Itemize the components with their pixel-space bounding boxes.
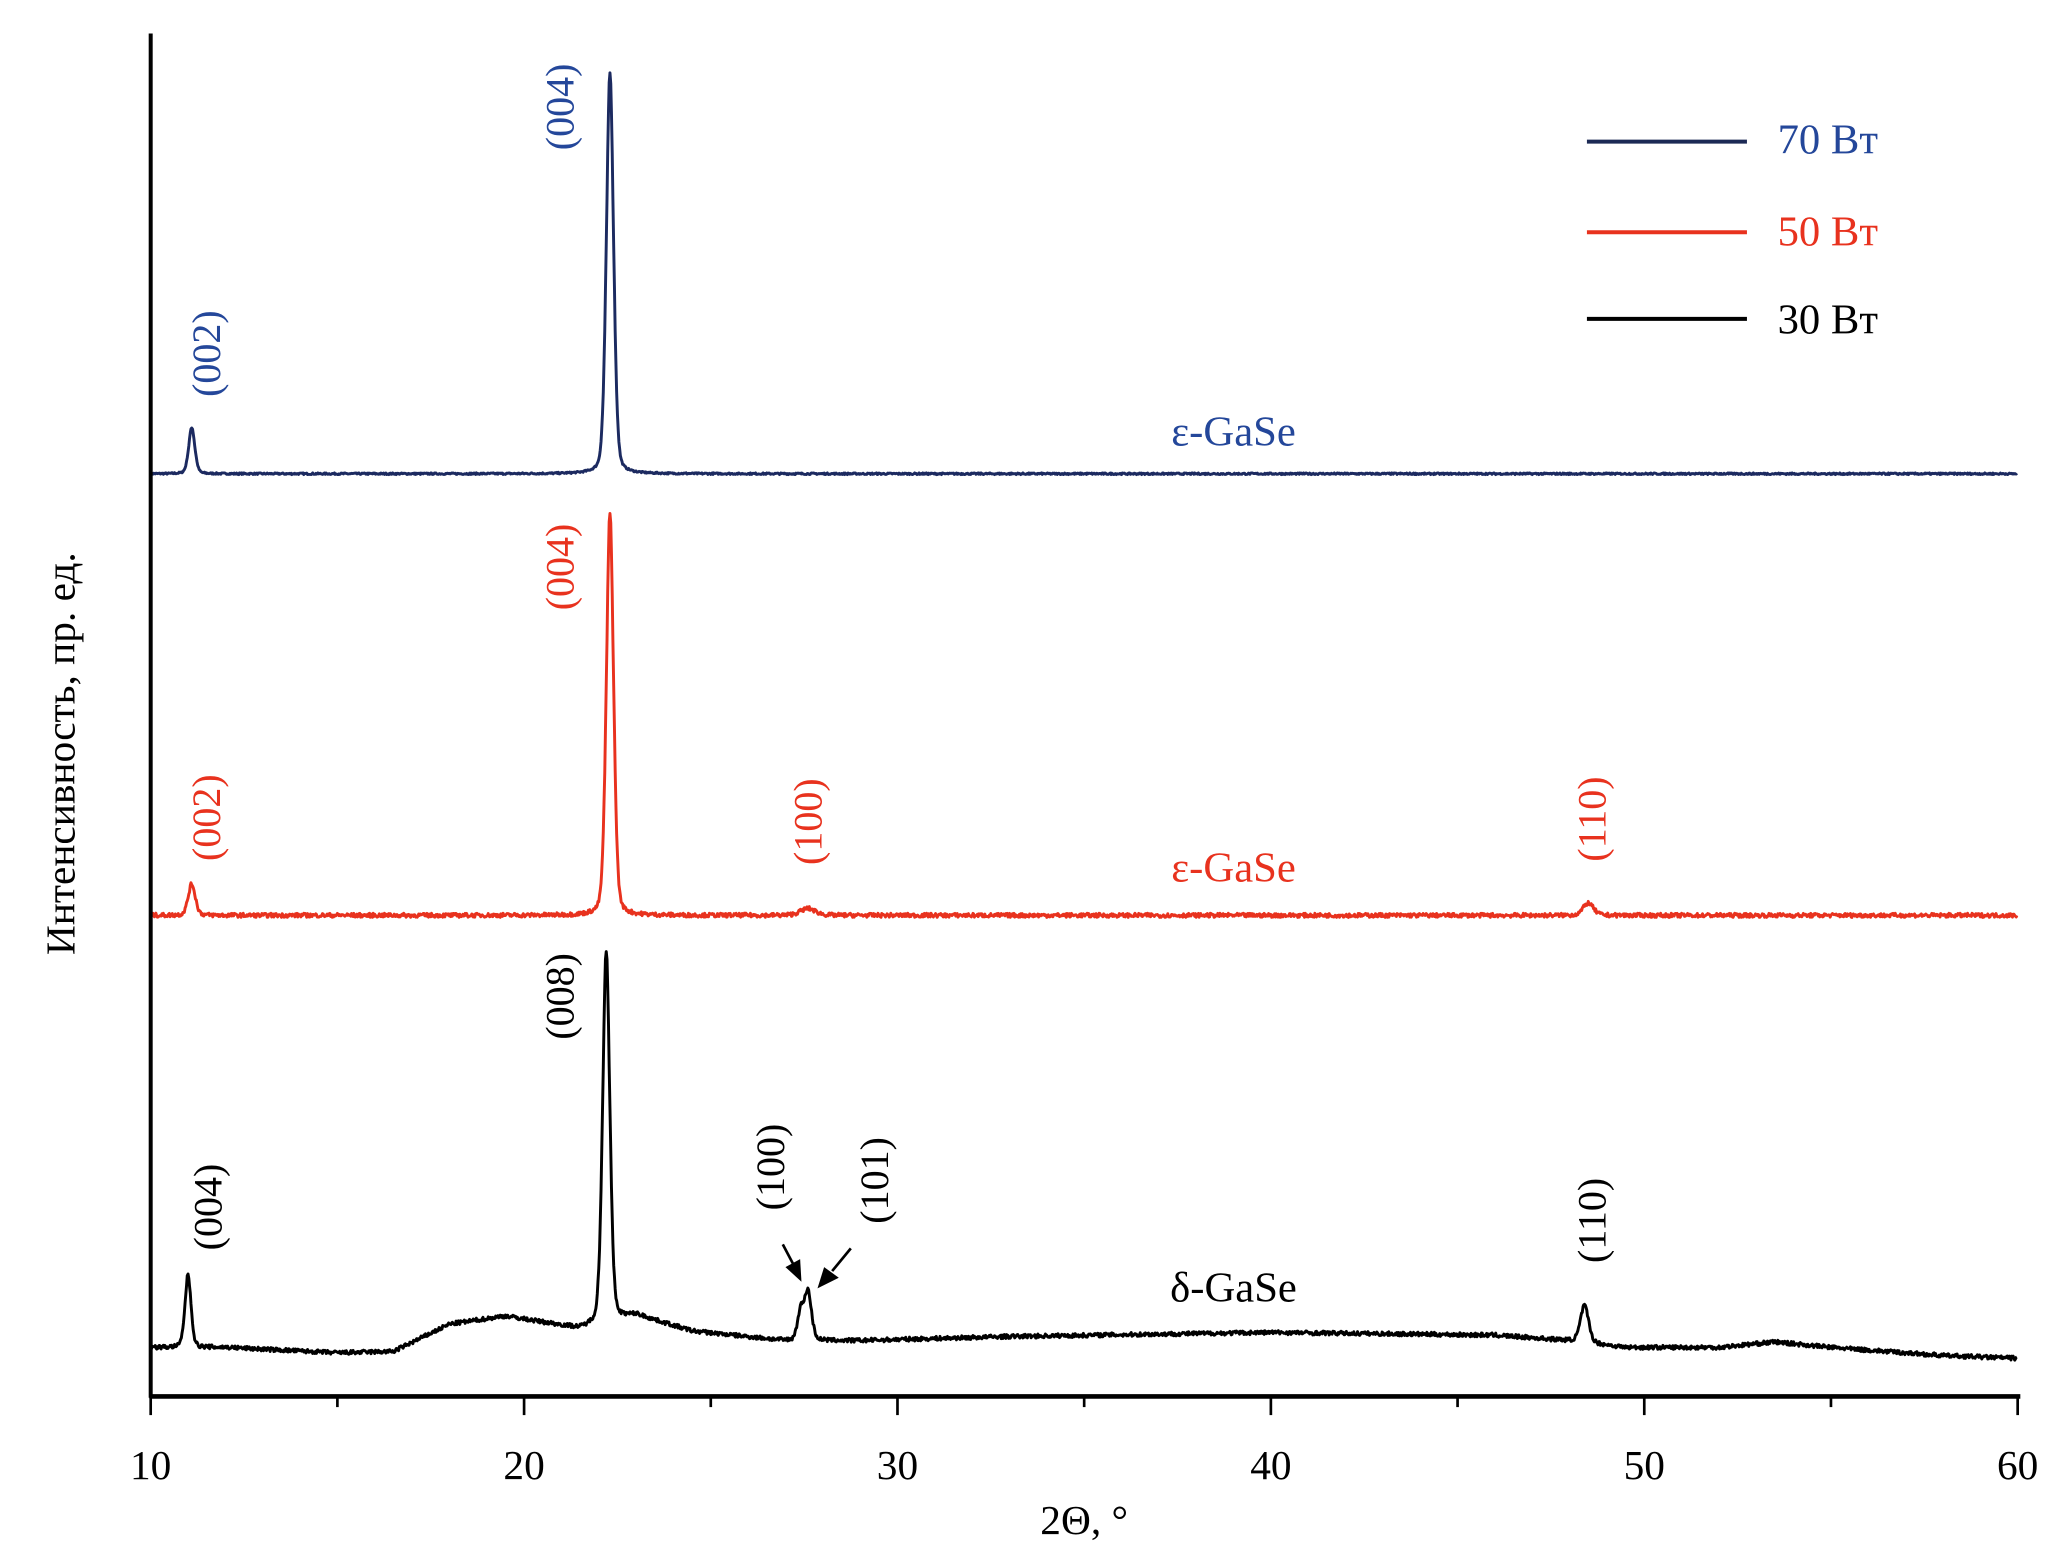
phase-label-70: ε-GaSe <box>1171 409 1296 456</box>
x-tick-label: 10 <box>130 1442 171 1488</box>
peak-label-30-100: (100) <box>748 1124 793 1211</box>
peak-label-50-100: (100) <box>785 778 830 865</box>
legend-label-50: 50 Вт <box>1778 209 1879 256</box>
annotations: (002) (004) ε-GaSe (002) (004) (100) (11… <box>184 64 1615 1312</box>
peak-label-30-008: (008) <box>537 953 582 1040</box>
arrow-101 <box>817 1247 852 1289</box>
series-line-70-Вт <box>149 71 2018 477</box>
peak-label-50-004: (004) <box>537 524 582 611</box>
legend-label-70: 70 Вт <box>1778 117 1879 164</box>
x-tick-label: 40 <box>1250 1442 1291 1488</box>
traces <box>149 71 2019 1362</box>
peak-label-70-002: (002) <box>184 310 229 397</box>
legend-label-30: 30 Вт <box>1778 297 1879 344</box>
x-tick-label: 30 <box>877 1442 918 1488</box>
legend: 70 Вт 50 Вт 30 Вт <box>1586 117 1879 344</box>
phase-label-50: ε-GaSe <box>1171 845 1296 892</box>
peak-label-30-004: (004) <box>185 1164 230 1251</box>
peak-label-30-110: (110) <box>1570 1178 1615 1263</box>
x-tick-label: 50 <box>1624 1442 1665 1488</box>
peak-label-70-004: (004) <box>537 64 582 151</box>
series-line-30-Вт <box>150 950 2018 1362</box>
phase-label-30: δ-GaSe <box>1170 1265 1297 1312</box>
arrow-100 <box>781 1243 802 1282</box>
peak-label-50-110: (110) <box>1570 776 1615 861</box>
y-axis-label: Интенсивность, пр. ед. <box>38 552 84 955</box>
peak-label-50-002: (002) <box>184 774 229 861</box>
x-tick-label: 20 <box>503 1442 544 1488</box>
x-tick-label: 60 <box>1997 1442 2038 1488</box>
axes: 10 20 30 40 50 60 2Θ, ° Интенсивность, пр. ед… <box>38 33 2038 1543</box>
series-line-50-Вт <box>149 512 2019 919</box>
x-axis-label: 2Θ, ° <box>1040 1497 1128 1543</box>
peak-label-30-101: (101) <box>852 1137 897 1224</box>
